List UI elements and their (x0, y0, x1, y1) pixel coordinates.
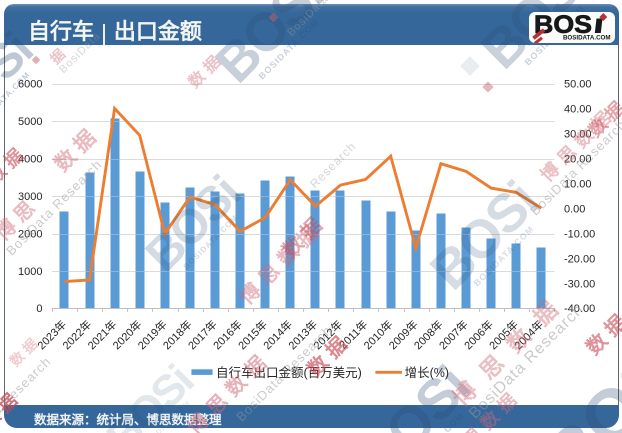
svg-text:10.00: 10.00 (564, 179, 592, 191)
svg-text:1000: 1000 (18, 266, 42, 278)
svg-text:-30.00: -30.00 (564, 278, 595, 290)
svg-text:4000: 4000 (18, 154, 42, 166)
svg-text:2000: 2000 (18, 228, 42, 240)
svg-text:30.00: 30.00 (564, 129, 592, 141)
svg-text:-20.00: -20.00 (564, 253, 595, 265)
svg-text:BOS: BOS (534, 12, 592, 39)
svg-text:5000: 5000 (18, 116, 42, 128)
svg-text:-40.00: -40.00 (564, 303, 595, 315)
svg-text:自行车出口金额(百万美元): 自行车出口金额(百万美元) (216, 365, 362, 380)
svg-text:增长(%): 增长(%) (405, 365, 449, 380)
svg-text:3000: 3000 (18, 191, 42, 203)
svg-text:0: 0 (36, 303, 42, 315)
svg-text:BOSIDATA.COM: BOSIDATA.COM (563, 34, 611, 41)
svg-text:0.00: 0.00 (564, 203, 585, 215)
svg-text:50.00: 50.00 (564, 79, 592, 91)
svg-text:6000: 6000 (18, 79, 42, 91)
svg-text:20.00: 20.00 (564, 154, 592, 166)
svg-text:-10.00: -10.00 (564, 228, 595, 240)
svg-text:40.00: 40.00 (564, 104, 592, 116)
